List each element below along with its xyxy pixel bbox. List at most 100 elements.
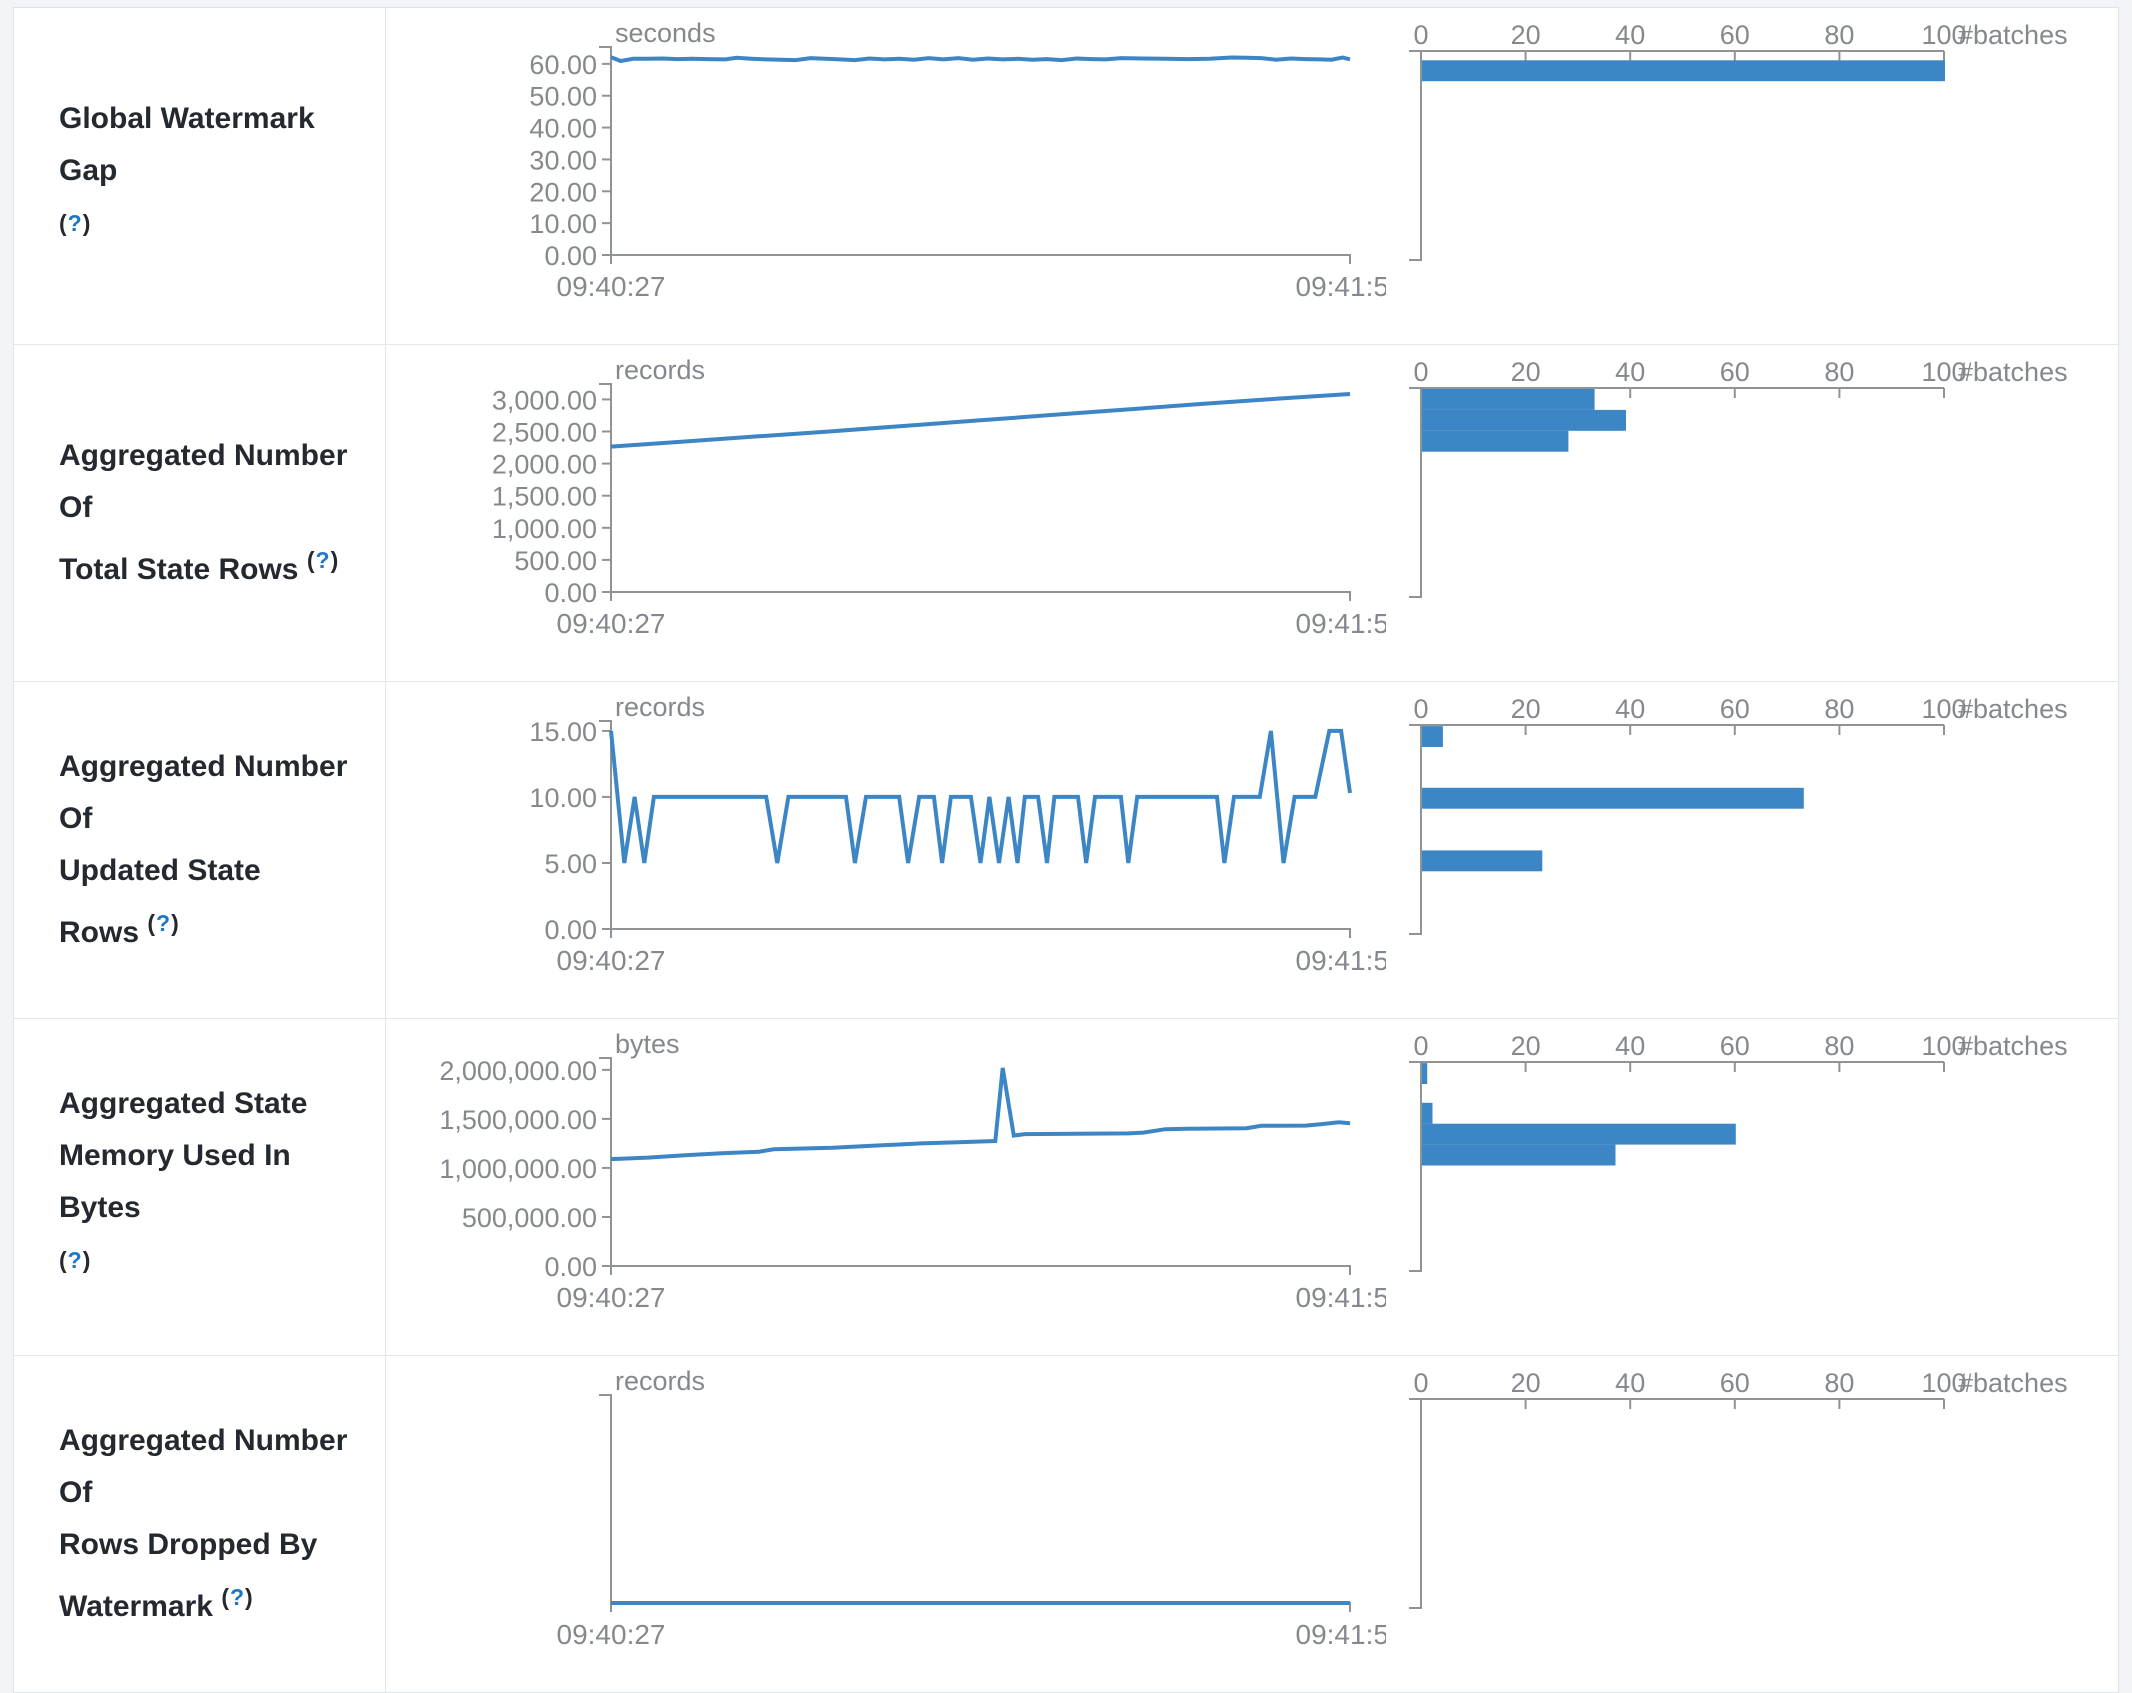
timeline-unit-label: seconds [615,18,716,48]
y-tick-label: 1,000,000.00 [439,1154,597,1184]
y-tick-label: 10.00 [529,209,597,239]
metric-row-3: Aggregated State Memory Used In Bytes (?) … [14,1019,2118,1356]
timeline-chart: records 09:40:27 09:41:56 [557,1366,1387,1650]
metric-line-2 [609,728,1352,864]
histogram-bar [1422,850,1543,872]
hist-tick-label: 0 [1413,1368,1428,1398]
hist-tick-label: 20 [1511,357,1541,387]
hist-tick-label: 0 [1413,20,1428,50]
x-start-label: 09:40:27 [557,945,666,976]
y-tick-label: 50.00 [529,82,597,112]
help-link[interactable]: (?) [306,547,340,573]
y-tick-label: 40.00 [529,114,597,144]
help-link[interactable]: (?) [147,910,180,936]
metric-label: Aggregated Number Of Updated State Rows (… [59,750,348,949]
timeline-unit-label: bytes [615,1029,680,1059]
histogram-y-axis [1409,51,1422,261]
x-axis [610,928,1351,938]
hist-tick-label: 0 [1413,1031,1428,1061]
hist-tick-label: 40 [1615,694,1645,724]
y-tick-label: 0.00 [544,578,597,608]
metric-label: Aggregated Number Of Total State Rows (?) [59,439,348,586]
y-tick-label: 10.00 [529,783,597,813]
y-tick-label: 2,000,000.00 [439,1056,597,1086]
timeline-cell: records 3,000.00 2,500.00 2,000.00 1,500.00 1… [386,345,1408,681]
y-tick-label: 1,500,000.00 [439,1105,597,1135]
hist-tick-label: 0 [1413,357,1428,387]
hist-tick-label: 80 [1824,20,1854,50]
histogram-cell: 0 20 40 60 80 100 #batches [1408,1019,2118,1355]
x-start-label: 09:40:27 [557,1619,666,1650]
x-start-label: 09:40:27 [557,608,666,639]
y-tick-label: 500.00 [514,546,597,576]
histogram-unit-label: #batches [1958,1368,2068,1398]
hist-tick-label: 20 [1511,1368,1541,1398]
timeline-chart: seconds 60.0050.0040.0030.0020.0010.000.0… [529,18,1387,302]
hist-tick-label: 60 [1720,20,1750,50]
timeline-unit-label: records [615,692,705,722]
histogram-bar [1422,409,1626,431]
hist-tick-label: 80 [1824,1368,1854,1398]
histogram-cell: 0 20 40 60 80 100 #batches [1408,682,2118,1018]
x-axis [610,591,1351,601]
x-end-label: 09:41:56 [1296,945,1387,976]
timeline-cell: bytes 2,000,000.00 1,500,000.00 1,000,000.0… [386,1019,1408,1355]
metric-row-0: Global Watermark Gap (?) seconds 60.00 50.0… [14,8,2118,345]
metric-label: Global Watermark Gap (?) [59,102,315,236]
histogram-y-axis [1409,1062,1422,1272]
histogram-cell: 0 20 40 60 80 100 #batches [1408,8,2118,344]
x-start-label: 09:40:27 [557,1282,666,1313]
hist-tick-label: 100 [1921,1368,1966,1398]
metric-line-0 [610,55,1351,64]
histogram-chart: 0 20 40 60 80 100#batches [1409,1031,2068,1272]
histogram-cell: 0 20 40 60 80 100 #batches [1408,345,2118,681]
metric-row-4: Aggregated Number Of Rows Dropped By Water… [14,1356,2118,1692]
hist-tick-label: 60 [1720,1368,1750,1398]
timeline-unit-label: records [615,1366,705,1396]
y-tick-label: 0.00 [544,241,597,271]
metric-label: Aggregated Number Of Rows Dropped By Water… [59,1424,348,1623]
hist-tick-label: 100 [1921,20,1966,50]
histogram-chart: 0 20 40 60 80 100#batches [1409,20,2068,261]
y-axis [599,383,612,592]
help-link[interactable]: (?) [221,1584,254,1610]
hist-tick-label: 60 [1720,1031,1750,1061]
histogram-chart: 0 20 40 60 80 100#batches [1409,357,2068,598]
hist-tick-label: 20 [1511,20,1541,50]
y-tick-label: 0.00 [544,1252,597,1282]
streaming-statistics-table: Global Watermark Gap (?) seconds 60.00 50.0… [13,7,2119,1693]
timeline-cell: seconds 60.00 50.00 40.00 30.00 20.00 10.00 0.0… [386,8,1408,344]
histogram-unit-label: #batches [1958,694,2068,724]
timeline-chart: bytes 2,000,000.00 1,500,000.00 1,000,000.0… [439,1029,1387,1313]
hist-tick-label: 80 [1824,357,1854,387]
histogram-cell: 0 20 40 60 80 100 #batches [1408,1356,2118,1692]
metric-label-cell: Global Watermark Gap (?) [14,8,386,344]
hist-tick-label: 60 [1720,694,1750,724]
timeline-cell: records 09:40:27 09:41:56 [386,1356,1408,1692]
help-link[interactable]: (?) [59,1247,92,1273]
metric-label: Aggregated State Memory Used In Bytes (?) [59,1087,308,1273]
hist-tick-label: 100 [1921,357,1966,387]
x-end-label: 09:41:56 [1296,1282,1387,1313]
histogram-bar [1422,60,1945,82]
hist-tick-label: 100 [1921,1031,1966,1061]
y-tick-label: 20.00 [529,177,597,207]
histogram-unit-label: #batches [1958,20,2068,50]
histogram-unit-label: #batches [1958,357,2068,387]
hist-tick-label: 80 [1824,694,1854,724]
timeline-unit-label: records [615,355,705,385]
hist-tick-label: 0 [1413,694,1428,724]
y-tick-label: 500,000.00 [462,1203,597,1233]
histogram-y-axis [1409,388,1422,598]
help-link[interactable]: (?) [59,210,92,236]
hist-tick-label: 80 [1824,1031,1854,1061]
histogram-bar [1422,1063,1428,1084]
y-tick-label: 3,000.00 [492,385,597,415]
metric-label-cell: Aggregated State Memory Used In Bytes (?) [14,1019,386,1355]
x-end-label: 09:41:56 [1296,271,1387,302]
y-tick-label: 60.00 [529,50,597,80]
metric-line-1 [610,392,1351,449]
histogram-bar [1422,1102,1433,1124]
metric-label-cell: Aggregated Number Of Total State Rows (?) [14,345,386,681]
